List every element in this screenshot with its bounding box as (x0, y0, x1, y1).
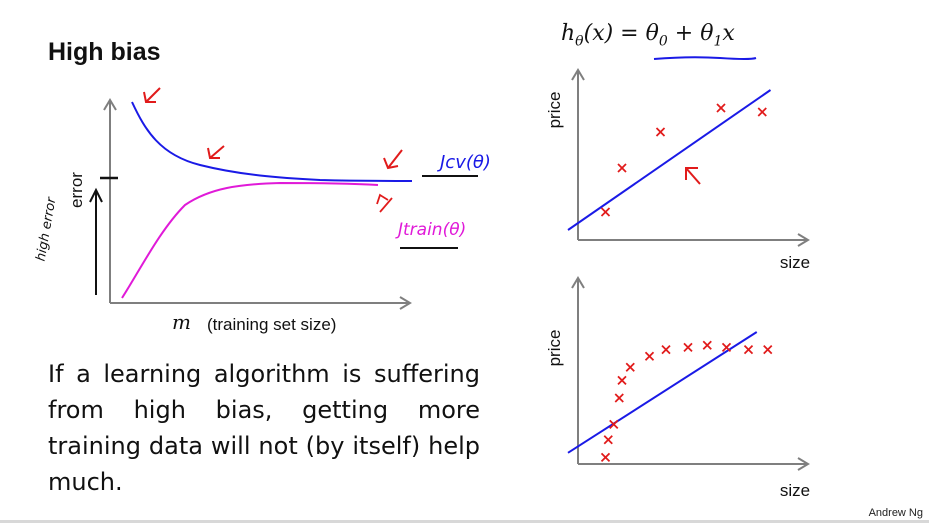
slide-title: High bias (48, 38, 161, 66)
bottom-data-point-3 (614, 393, 624, 403)
scatter-plot-linear-fit-top: price size (545, 68, 810, 272)
lc-xlabel: (training set size) (207, 315, 336, 334)
bottom-data-point-6 (644, 351, 655, 361)
jtrain-label: Jtrain(θ) (395, 220, 466, 240)
bottom-data-point-5 (625, 362, 635, 372)
bottom-data-point-1 (603, 435, 613, 445)
jcv-label: Jcv(θ) (437, 152, 491, 173)
bottom-data-point-11 (743, 344, 754, 355)
top-y-arrowhead (571, 68, 585, 81)
top-x-arrowhead (797, 233, 810, 247)
bottom-x-arrowhead (797, 457, 810, 471)
top-data-point-0 (600, 207, 611, 217)
bottom-ylabel: price (545, 330, 564, 367)
author-credit: Andrew Ng (868, 507, 923, 519)
jcv-curve (131, 101, 413, 182)
lc-xlabel-symbol: m (172, 310, 191, 334)
scatter-plot-linear-fit-bottom: price size (545, 276, 810, 500)
lc-y-arrowhead (103, 98, 117, 111)
bottom-data-point-12 (763, 344, 773, 355)
bottom-data-point-8 (683, 342, 693, 353)
top-fit-line (567, 89, 772, 231)
top-data-point-3 (716, 103, 726, 113)
top-data-point-4 (757, 107, 767, 117)
learning-curve-plot: error high error Jcv(θ) Jtr (34, 87, 491, 334)
hypothesis-formula: hθ(x) = θ0 + θ1x (561, 21, 735, 49)
lc-high-error-arrowhead (89, 187, 103, 203)
lc-ylabel: error (67, 172, 86, 208)
top-ylabel: price (545, 92, 564, 129)
top-data-point-2 (655, 127, 666, 137)
bottom-fit-line (567, 331, 758, 454)
bottom-data-point-10 (721, 342, 732, 353)
fit-line-arrow (685, 167, 701, 185)
bottom-data-point-4 (617, 375, 627, 386)
body-paragraph: If a learning algorithm is suffering fro… (48, 360, 480, 496)
top-xlabel: size (780, 253, 810, 272)
bottom-data-point-2 (609, 419, 619, 430)
lc-arrow-top (143, 87, 161, 103)
lc-x-arrowhead (399, 296, 412, 310)
top-data-point-1 (617, 163, 627, 173)
lc-arrow-mid (207, 145, 225, 159)
bottom-y-arrowhead (571, 276, 585, 289)
bottom-bar (0, 520, 929, 523)
jtrain-curve (121, 181, 379, 299)
lc-arrow-train (376, 193, 393, 213)
lc-arrow-right (383, 149, 403, 170)
formula-text: hθ(x) = θ0 + θ1x (561, 21, 735, 50)
formula-underline (653, 56, 757, 60)
bottom-data-point-9 (702, 340, 712, 350)
bottom-data-point-0 (600, 452, 611, 463)
bottom-xlabel: size (780, 481, 810, 500)
lc-high-error-note: high error (34, 195, 60, 263)
bottom-data-point-7 (661, 344, 671, 355)
